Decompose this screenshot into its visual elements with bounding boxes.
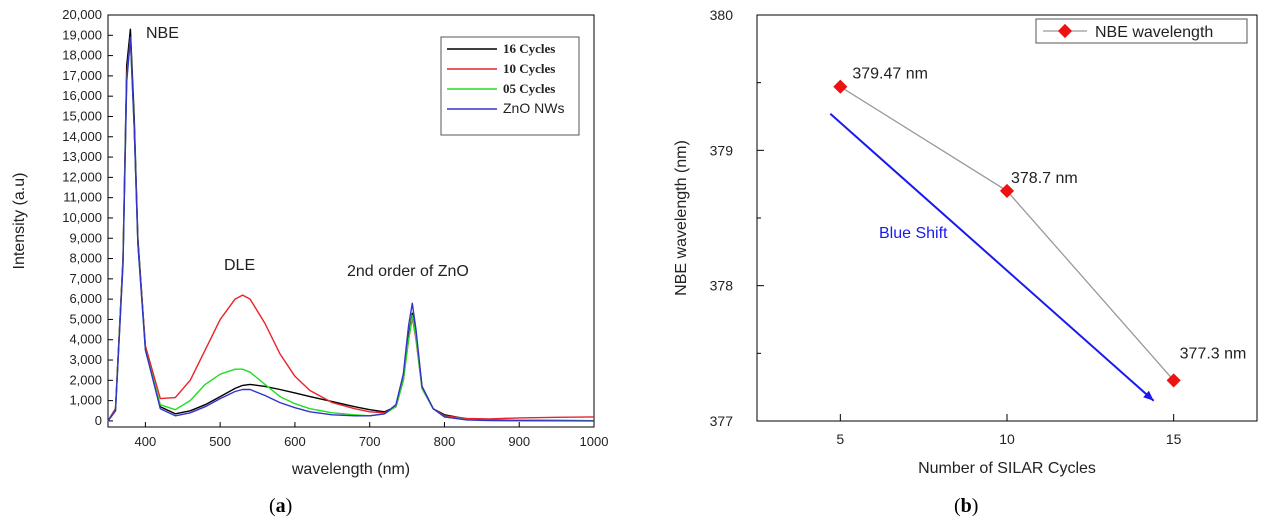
- y-tick-label-a: 7,000: [69, 271, 102, 286]
- x-axis-label-a: wavelength (nm): [291, 461, 410, 478]
- x-tick-label-a: 500: [209, 434, 231, 449]
- legend-marker-b: [1057, 23, 1073, 39]
- legend-label-2: 05 Cycles: [503, 81, 555, 96]
- annotation-a-0: NBE: [146, 25, 179, 42]
- blue-shift-arrowhead: [1143, 390, 1154, 401]
- legend-label-0: 16 Cycles: [503, 41, 555, 56]
- legend-label-b: NBE wavelength: [1095, 24, 1213, 41]
- x-tick-label-b: 5: [836, 431, 844, 447]
- y-tick-label-b: 377: [710, 413, 734, 429]
- chart-a: 0 1,000 2,000 3,000 4,000 5,000 6,000 7,000 8,00…: [11, 7, 608, 478]
- data-point-b: [1166, 373, 1181, 388]
- series-line-3: [107, 36, 595, 422]
- y-tick-label-a: 16,000: [62, 88, 102, 103]
- x-tick-label-b: 10: [999, 431, 1015, 447]
- annotation-a-2: 2nd order of ZnO: [347, 263, 469, 280]
- y-tick-label-a: 15,000: [62, 108, 102, 123]
- x-tick-label-b: 15: [1166, 431, 1182, 447]
- y-tick-label-a: 5,000: [69, 311, 102, 326]
- y-tick-label-a: 17,000: [62, 68, 102, 83]
- y-axis-label-b: NBE wavelength (nm): [673, 140, 690, 296]
- y-tick-label-b: 379: [710, 142, 734, 158]
- x-tick-label-a: 400: [135, 434, 157, 449]
- x-tick-label-a: 800: [434, 434, 456, 449]
- data-label-b: 378.7 nm: [1011, 170, 1078, 187]
- y-tick-label-a: 20,000: [62, 7, 102, 22]
- annotation-a-1: DLE: [224, 257, 255, 274]
- chart-b: 377 378 379 380 5 10 15 Number of SILAR Cycles N…: [673, 7, 1258, 477]
- caption-a: (a): [269, 495, 293, 517]
- legend-a: 16 Cycles 10 Cycles 05 Cycles ZnO NWs: [440, 36, 580, 136]
- y-tick-label-a: 9,000: [69, 230, 102, 245]
- y-tick-label-a: 18,000: [62, 48, 102, 63]
- y-tick-label-a: 2,000: [69, 372, 102, 387]
- y-axis-label-a: Intensity (a.u): [11, 173, 28, 270]
- legend-box-a: [440, 36, 580, 136]
- y-tick-label-b: 380: [710, 7, 734, 23]
- data-point-b: [833, 79, 848, 94]
- blue-shift-label: Blue Shift: [879, 225, 948, 242]
- y-tick-label-a: 8,000: [69, 251, 102, 266]
- x-axis-label-b: Number of SILAR Cycles: [918, 460, 1096, 477]
- y-tick-label-a: 10,000: [62, 210, 102, 225]
- x-tick-label-a: 700: [359, 434, 381, 449]
- blue-shift-arrow: [829, 113, 1155, 402]
- x-tick-label-a: 900: [508, 434, 530, 449]
- y-tick-label-a: 0: [95, 413, 102, 428]
- y-tick-label-a: 1,000: [69, 393, 102, 408]
- y-tick-label-a: 13,000: [62, 149, 102, 164]
- plot-frame-a: [107, 14, 595, 428]
- y-tick-label-a: 3,000: [69, 352, 102, 367]
- x-tick-label-a: 1000: [580, 434, 609, 449]
- y-tick-label-a: 11,000: [63, 190, 102, 205]
- legend-b: NBE wavelength: [1035, 18, 1248, 44]
- legend-label-1: 10 Cycles: [503, 61, 555, 76]
- y-tick-label-b: 378: [710, 278, 734, 294]
- data-point-b: [999, 183, 1015, 199]
- y-tick-label-a: 14,000: [62, 129, 102, 144]
- y-tick-label-a: 12,000: [62, 169, 102, 184]
- x-tick-label-a: 600: [284, 434, 306, 449]
- data-label-b: 379.47 nm: [852, 66, 928, 83]
- legend-label-3: ZnO NWs: [503, 100, 564, 116]
- caption-b: (b): [954, 495, 979, 517]
- y-tick-label-a: 4,000: [69, 332, 102, 347]
- data-label-b: 377.3 nm: [1180, 345, 1247, 362]
- y-tick-label-a: 19,000: [62, 27, 102, 42]
- y-tick-label-a: 6,000: [69, 291, 102, 306]
